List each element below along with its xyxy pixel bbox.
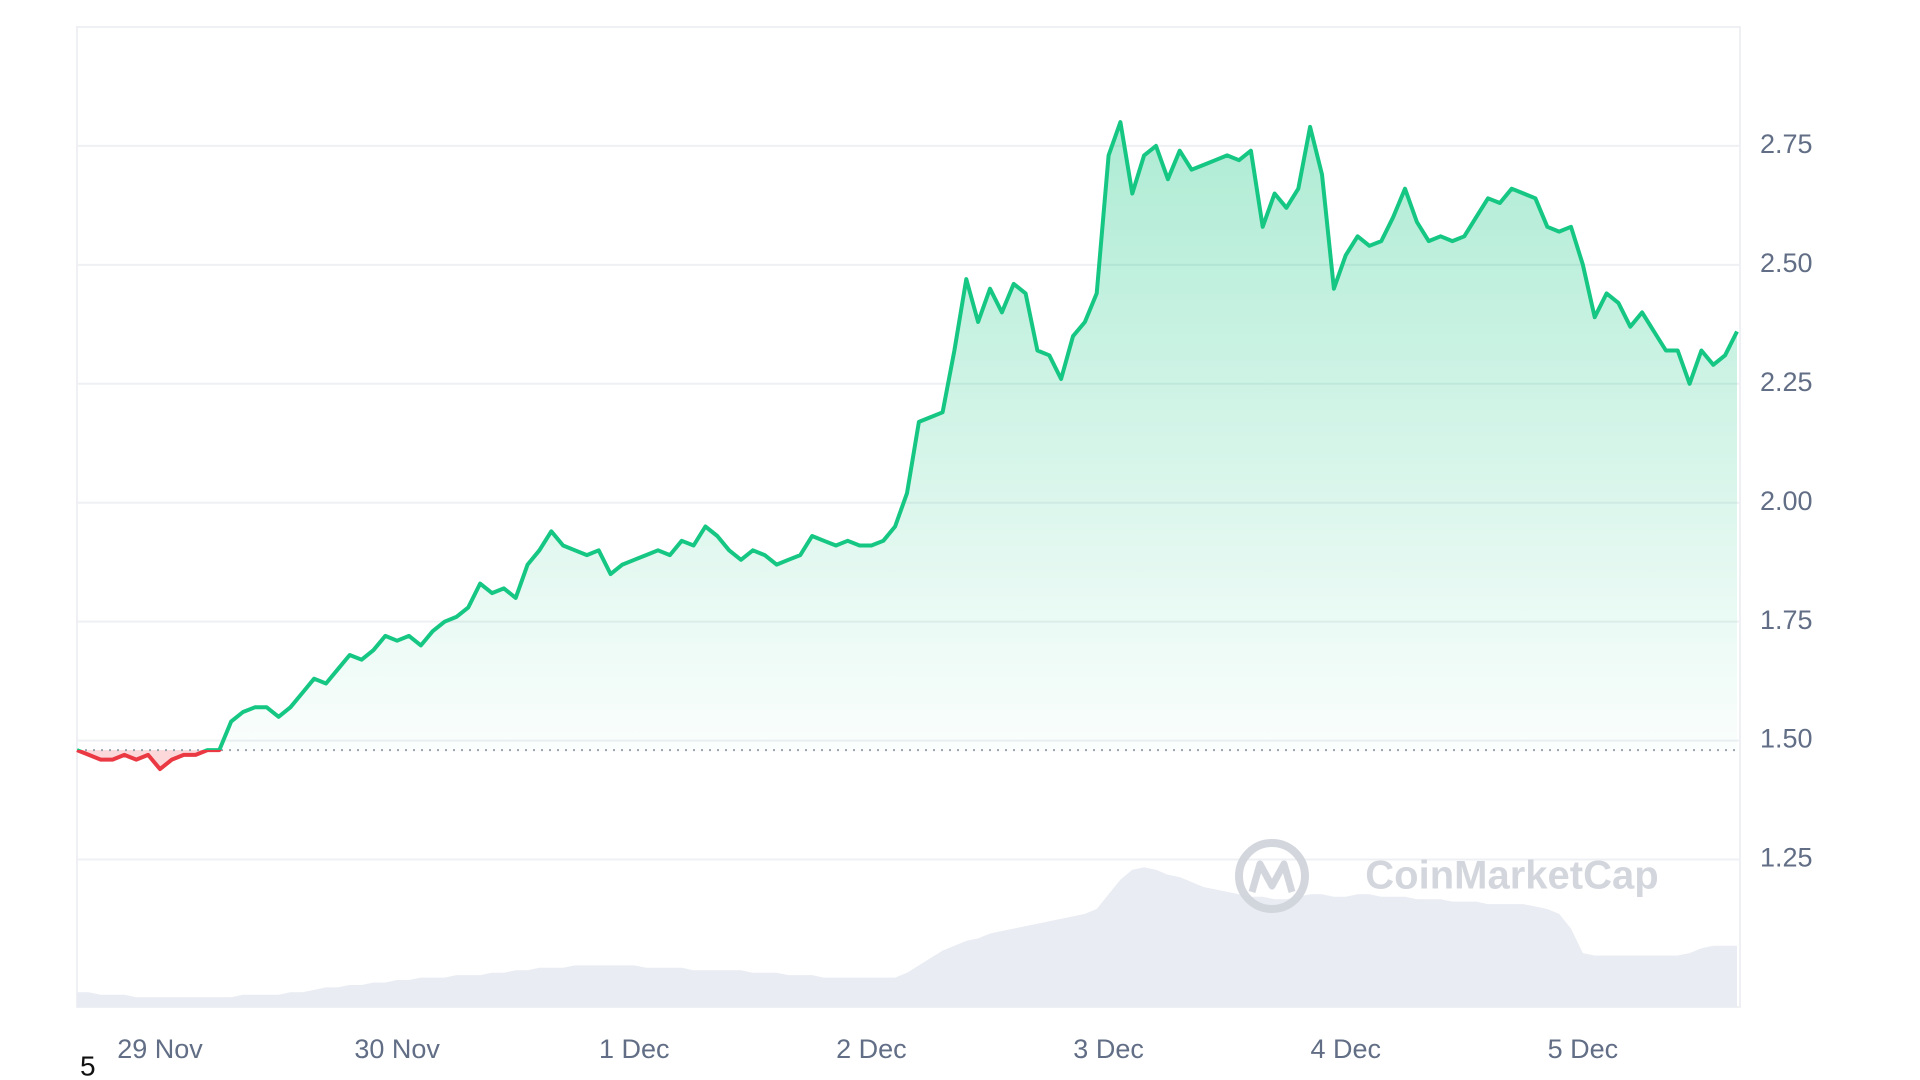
price-line (76, 120, 1739, 772)
y-tick-label: 1.50 (1760, 724, 1813, 754)
x-tick-label: 4 Dec (1310, 1034, 1381, 1064)
y-tick-label: 2.50 (1760, 248, 1813, 278)
volume-area (77, 867, 1737, 1007)
x-tick-label: 29 Nov (117, 1034, 203, 1064)
y-tick-label: 2.75 (1760, 129, 1813, 159)
price-area (77, 122, 1737, 770)
watermark: CoinMarketCap (1235, 839, 1659, 913)
footnote: 5 (80, 1050, 96, 1080)
watermark-logo-mark (1248, 860, 1296, 893)
x-tick-label: 30 Nov (354, 1034, 440, 1064)
y-tick-label: 2.25 (1760, 367, 1813, 397)
y-tick-label: 1.25 (1760, 843, 1813, 873)
x-tick-label: 5 Dec (1548, 1034, 1619, 1064)
y-tick-label: 1.75 (1760, 605, 1813, 635)
y-tick-label: 2.00 (1760, 486, 1813, 516)
watermark-logo (1235, 839, 1309, 913)
x-tick-label: 2 Dec (836, 1034, 907, 1064)
x-tick-label: 1 Dec (599, 1034, 670, 1064)
volume-layer (77, 867, 1737, 1007)
x-tick-label: 3 Dec (1073, 1034, 1144, 1064)
watermark-text: CoinMarketCap (1365, 854, 1658, 898)
